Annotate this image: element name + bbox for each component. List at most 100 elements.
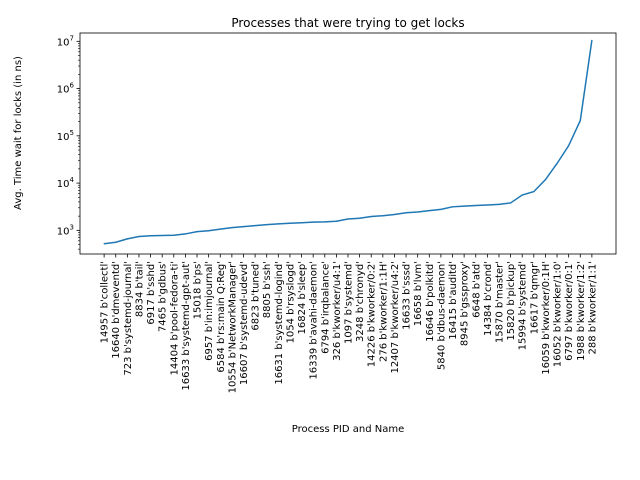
x-tick-label: 16640 b'dmeventd' [111, 261, 122, 359]
data-point [347, 218, 349, 220]
x-tick-label: 1097 b'systemd' [344, 261, 355, 344]
plot-frame [79, 32, 617, 255]
x-tick-label: 6823 b'tuned' [251, 261, 262, 331]
x-tick-label: 16658 b'lvm' [413, 261, 424, 326]
data-point [208, 230, 210, 232]
data-point [544, 179, 547, 181]
data-point [184, 233, 187, 235]
data-point [568, 145, 570, 147]
data-point [289, 222, 291, 224]
x-tick-label: 15870 b'master' [494, 261, 505, 343]
data-point [161, 234, 163, 237]
data-point [498, 203, 500, 205]
x-tick-label: 8834 b'tail' [134, 261, 145, 317]
data-point [509, 202, 512, 204]
x-tick-label: 6957 b'in:imjournal' [204, 261, 215, 361]
x-tick-label: 12407 b'kworker/u4:2' [390, 261, 401, 374]
x-tick-label: 16415 b'auditd' [448, 261, 459, 340]
data-point [138, 235, 140, 238]
x-tick-label: 14404 b'pool-fedora-ti' [169, 261, 180, 376]
data-point [103, 243, 105, 245]
y-tick-label: 105 [57, 129, 74, 143]
data-point [579, 120, 581, 122]
x-tick-label: 16633 b'systemd-gpt-aut' [181, 261, 192, 391]
x-tick-label: 16633 b'sssd' [402, 261, 413, 330]
x-tick-label: 16607 b'systemd-udevd' [239, 261, 250, 385]
x-tick-label: 288 b'kworker/1:1' [587, 261, 598, 354]
y-tick-label: 103 [57, 223, 74, 237]
x-tick-label: 5840 b'dbus-daemon' [436, 261, 447, 370]
y-tick-label: 107 [57, 34, 74, 48]
x-tick-label: 6648 b'atd' [471, 261, 482, 318]
x-tick-label: 15994 b'systemd' [518, 261, 529, 350]
data-point [556, 162, 558, 165]
x-tick-label: 6917 b'sshd' [146, 261, 157, 325]
data-point [312, 221, 314, 223]
data-point [231, 227, 233, 229]
y-tick-label: 106 [57, 82, 75, 96]
data-point [428, 209, 430, 212]
data-point [242, 226, 245, 228]
x-tick-label: 326 b'kworker/u4:1' [332, 261, 343, 361]
x-tick-label: 14384 b'crond' [483, 261, 494, 336]
data-point [475, 204, 477, 207]
x-axis-ticks: 14957 b'collectl' 16640 b'dmeventd' 723 b'… [100, 254, 598, 393]
plot-area [79, 32, 617, 255]
data-point [335, 220, 337, 222]
x-tick-label: 8805 b'ssh' [262, 261, 273, 318]
x-tick-label: 723 b'systemd-journal' [123, 261, 134, 376]
data-point [126, 238, 128, 240]
data-point [254, 225, 256, 227]
x-tick-label: 15018 b'ps' [193, 261, 204, 319]
y-axis-label: Avg. Time wait for locks (in ns) [13, 56, 24, 210]
data-point [277, 223, 279, 225]
chart-title: Processes that were trying to get locks [231, 16, 464, 30]
x-tick-label: 14226 b'kworker/0:2' [367, 261, 378, 367]
data-point [300, 222, 303, 224]
data-point [486, 204, 488, 206]
data-point [440, 208, 442, 210]
data-point [591, 39, 593, 41]
y-axis-ticks: 103 104 105 106 107 [57, 34, 80, 250]
x-tick-label: 16059 b'kworker/0:1H' [541, 261, 552, 375]
x-tick-label: 8945 b'gssproxy' [460, 261, 471, 346]
data-point [115, 241, 117, 243]
data-point [463, 205, 465, 207]
data-point [149, 235, 152, 237]
x-tick-label: 16631 b'systemd-logind' [274, 261, 285, 385]
x-tick-label: 10554 b'NetworkManager' [227, 261, 238, 393]
y-tick-label: 104 [57, 176, 75, 190]
x-tick-label: 16824 b'sleep' [297, 261, 308, 334]
data-point [196, 231, 198, 233]
x-tick-label: 7465 b'gdbus' [158, 261, 169, 332]
data-point [370, 215, 372, 218]
x-tick-label: 6797 b'kworker/0:1' [564, 261, 575, 361]
x-axis-label: Process PID and Name [292, 424, 404, 435]
data-point [393, 213, 396, 216]
x-tick-label: 1988 b'kworker/1:2' [576, 261, 587, 361]
x-tick-label: 3248 b'chronyd' [355, 261, 366, 342]
data-point [173, 234, 175, 236]
data-point [533, 191, 535, 193]
data-point [324, 221, 326, 223]
data-point [382, 215, 384, 217]
x-tick-label: 15820 b'pickup' [506, 261, 517, 341]
x-tick-label: 16617 b'qmgr' [529, 261, 540, 334]
series-line [104, 40, 593, 245]
x-tick-label: 16339 b'avahi-daemon' [309, 261, 320, 380]
data-point [405, 212, 407, 214]
x-tick-label: 6584 b'rs:main Q:Reg' [216, 261, 227, 373]
data-point [266, 224, 268, 226]
data-point [359, 217, 361, 219]
data-point [521, 194, 523, 196]
x-tick-label: 16052 b'kworker/1:0' [553, 261, 564, 367]
data-point [219, 228, 221, 230]
x-tick-label: 1054 b'rsyslogd' [285, 261, 296, 344]
x-tick-label: 6794 b'irqbalance' [320, 261, 331, 354]
data-point [417, 211, 419, 213]
x-tick-label: 14957 b'collectl' [100, 261, 111, 343]
x-tick-label: 16646 b'polkitd' [425, 261, 436, 342]
data-point [451, 206, 454, 208]
x-tick-label: 276 b'kworker/1:1H' [378, 261, 389, 362]
